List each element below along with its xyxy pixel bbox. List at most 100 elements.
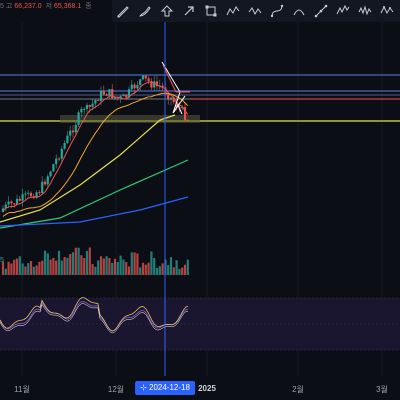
volume-bar <box>46 253 49 275</box>
candle-body <box>24 193 27 195</box>
time-axis[interactable]: 11월 12월 ⊹ 2024-12-18 2025 2월 3월 <box>0 376 400 400</box>
candle-body <box>181 107 184 109</box>
candle-body <box>13 203 16 205</box>
volume-bar <box>169 257 173 275</box>
volume-bar <box>144 264 147 275</box>
candle-body <box>147 78 150 82</box>
volume-bar <box>88 247 91 275</box>
candle-body <box>63 143 66 149</box>
volume-bar <box>4 268 7 275</box>
volume-bar <box>102 258 105 275</box>
volume-bar <box>175 260 178 275</box>
ma-fast-line <box>2 81 189 211</box>
elliott-tool-icon[interactable] <box>332 0 354 22</box>
volume-bar <box>29 261 33 275</box>
candle-body <box>141 75 145 80</box>
ma-xlong-line <box>0 196 189 227</box>
candle-body <box>83 108 86 110</box>
candle-body <box>161 85 164 88</box>
x-tick-label: 12월 <box>107 385 125 394</box>
brush-tool-icon[interactable] <box>134 0 156 22</box>
volume-bar <box>130 252 133 275</box>
volume-bar <box>153 257 156 275</box>
volume-bar <box>172 267 175 275</box>
price-chart[interactable] <box>0 0 400 376</box>
candle-body <box>99 90 103 101</box>
volume-bar <box>108 258 111 275</box>
volume-bar <box>21 263 24 275</box>
candle-body <box>119 96 122 99</box>
candle-body <box>52 164 55 172</box>
drawn-pattern-line <box>173 103 183 115</box>
volume-bar <box>111 262 114 275</box>
volume-bar <box>125 262 128 275</box>
volume-bar <box>35 265 38 275</box>
candle-body <box>18 198 21 201</box>
candle-body <box>41 181 44 194</box>
candle-body <box>108 89 111 96</box>
volume-bar <box>27 263 30 275</box>
x-tick-label: 3월 <box>376 385 388 394</box>
volume-bar <box>77 247 80 275</box>
volume-bar <box>13 259 16 275</box>
candle-body <box>10 201 13 204</box>
candle-body <box>102 90 105 95</box>
volume-bar <box>57 250 61 275</box>
volume-bar <box>83 258 86 275</box>
curve-tool-icon[interactable] <box>266 0 288 22</box>
volume-bar <box>150 251 153 275</box>
candle-body <box>136 84 139 89</box>
candle-body <box>113 96 117 99</box>
legend-low-label: 저 <box>45 3 53 10</box>
volume-bar <box>155 268 159 275</box>
drawing-toolbar <box>112 0 400 22</box>
volume-bar <box>55 260 58 275</box>
arrow-tool-icon[interactable] <box>178 0 200 22</box>
arrow-up-tool-icon[interactable] <box>156 0 178 22</box>
volume-bar <box>136 253 139 275</box>
volume-bar <box>116 261 119 275</box>
crosshair-date: 2024-12-18 <box>149 383 190 392</box>
volume-bar <box>99 256 103 275</box>
drawn-pattern-line <box>161 61 186 114</box>
polyline-tool-icon[interactable] <box>244 0 266 22</box>
candle-body <box>69 130 72 136</box>
volume-bar <box>139 267 142 275</box>
candle-body <box>80 108 83 113</box>
arc-tool-icon[interactable] <box>288 0 310 22</box>
candle-body <box>105 94 108 96</box>
volume-bar <box>80 255 83 275</box>
candle-body <box>186 119 189 121</box>
x-tick-label: 2월 <box>292 385 304 394</box>
candle-body <box>43 181 47 185</box>
pen-tool-icon[interactable] <box>112 0 134 22</box>
candle-body <box>94 100 97 104</box>
candle-body <box>150 81 153 88</box>
volume-bar <box>60 260 63 275</box>
zone-rect <box>60 115 200 123</box>
ma-slow-line <box>0 114 176 223</box>
volume-bar <box>141 262 145 275</box>
abcd-tool-icon[interactable] <box>376 0 398 22</box>
volume-bar <box>167 265 170 275</box>
candle-body <box>15 198 19 205</box>
candle-body <box>91 103 94 107</box>
volume-bar <box>181 267 184 275</box>
rectangle-tool-icon[interactable] <box>200 0 222 22</box>
candle-body <box>183 107 187 120</box>
candle-body <box>172 97 175 103</box>
x-tick-label: 11월 <box>14 385 30 394</box>
volume-bar <box>71 252 75 275</box>
legend-low-value: 65,368.1 <box>54 3 82 10</box>
candle-body <box>139 79 142 85</box>
trend-tool-icon[interactable] <box>310 0 332 22</box>
volume-bar <box>41 260 44 275</box>
candle-body <box>167 94 170 100</box>
oscillator-signal-line <box>0 297 189 332</box>
crosshair-date-label: ⊹ 2024-12-18 <box>135 381 195 395</box>
candle-body <box>35 192 38 198</box>
wave-tool-icon[interactable] <box>354 0 376 22</box>
volume-bar <box>113 258 117 275</box>
path-tool-icon[interactable] <box>222 0 244 22</box>
